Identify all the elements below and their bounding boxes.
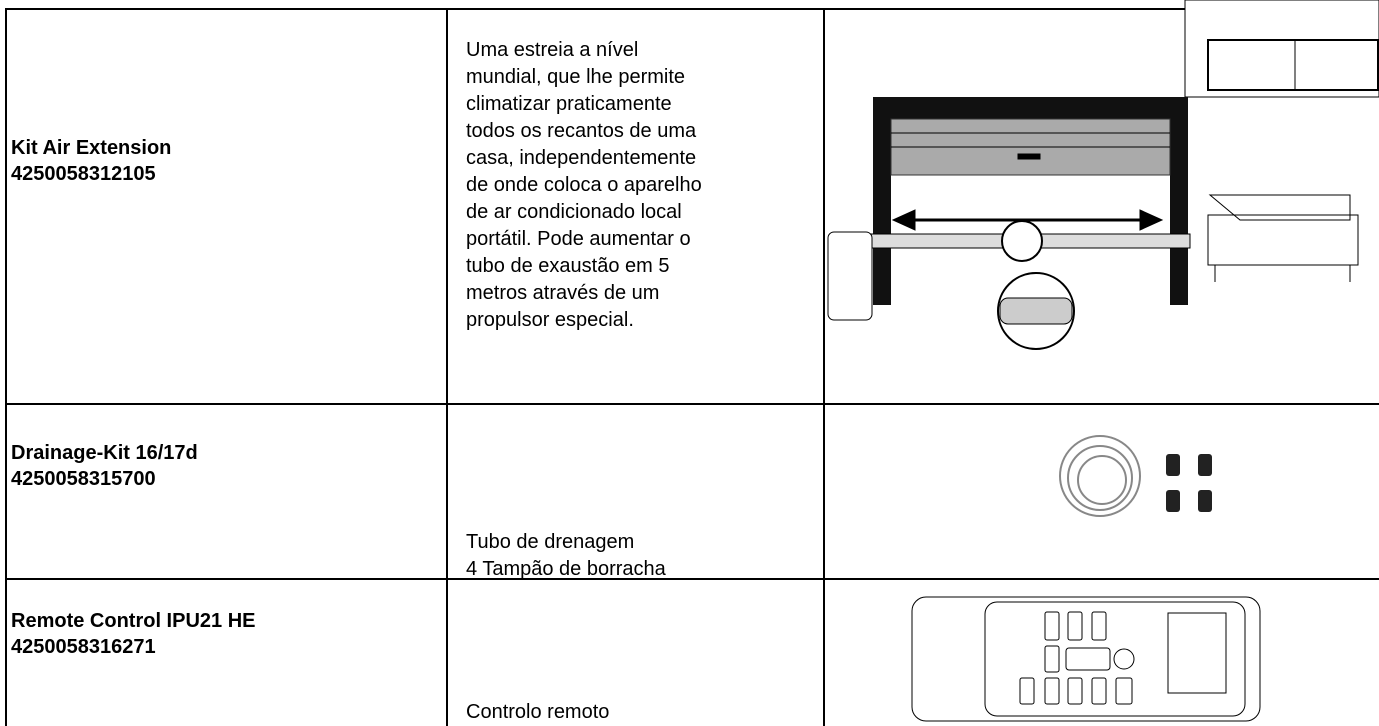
remote-illustration <box>911 596 1261 722</box>
description-line: Uma estreia a nível <box>466 39 639 61</box>
description-line: casa, independentemente <box>466 147 697 169</box>
description-line: metros através de um <box>466 282 660 304</box>
description-line: Tubo de drenagem <box>466 531 635 553</box>
description-line: 4 Tampão de borracha <box>466 558 666 580</box>
description-line: de ar condicionado local <box>466 201 682 223</box>
table-border <box>5 403 1379 405</box>
description-line: mundial, que lhe permite <box>466 66 686 88</box>
product-name: Kit Air Extension <box>11 137 172 159</box>
description-line: propulsor especial. <box>466 309 634 331</box>
table-border <box>446 8 448 726</box>
description-line: todos os recantos de uma <box>466 120 697 142</box>
product-name: Drainage-Kit 16/17d <box>11 442 198 464</box>
drainage-kit-illustration <box>1059 435 1212 517</box>
table-border <box>5 8 1379 10</box>
air-extension-illustration <box>827 0 1379 350</box>
description-line: portátil. Pode aumentar o <box>466 228 691 250</box>
table-border <box>5 578 1379 580</box>
description-line: climatizar praticamente <box>466 93 672 115</box>
product-code: 4250058316271 <box>11 636 156 658</box>
description-line: tubo de exaustão em 5 <box>466 255 670 277</box>
product-code: 4250058315700 <box>11 468 156 490</box>
product-name: Remote Control IPU21 HE <box>11 610 256 632</box>
description-line: de onde coloca o aparelho <box>466 174 702 196</box>
table-border <box>823 8 825 726</box>
product-code: 4250058312105 <box>11 163 156 185</box>
description-line: Controlo remoto <box>466 701 610 723</box>
table-border <box>5 8 7 726</box>
